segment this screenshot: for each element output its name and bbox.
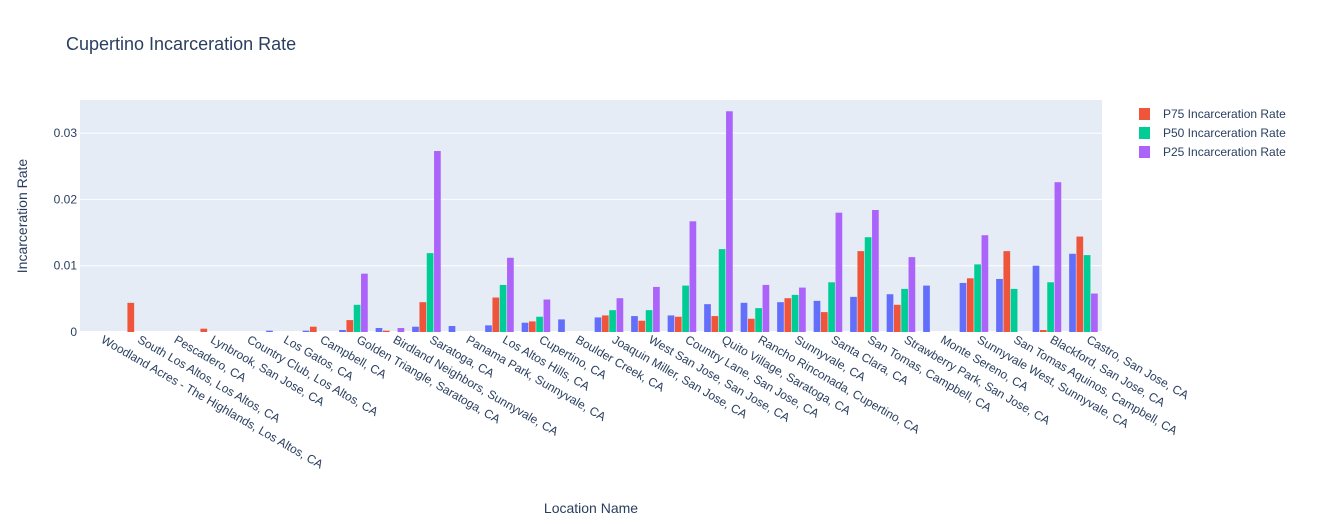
bar[interactable] (1091, 293, 1098, 332)
bar[interactable] (726, 111, 733, 333)
bar[interactable] (704, 304, 711, 332)
bar[interactable] (528, 321, 536, 332)
bar[interactable] (616, 298, 624, 332)
bar[interactable] (448, 326, 456, 332)
y-tick-label: 0 (70, 325, 77, 339)
bar[interactable] (543, 299, 551, 332)
bar[interactable] (653, 286, 660, 332)
y-tick-label: 0.02 (54, 192, 78, 206)
bar[interactable] (1047, 282, 1054, 332)
bar[interactable] (375, 328, 383, 332)
bar[interactable] (791, 294, 799, 332)
plot-area-background (80, 100, 1102, 332)
bar[interactable] (1076, 236, 1084, 332)
bar[interactable] (682, 285, 689, 332)
bar[interactable] (835, 212, 843, 332)
y-tick-label: 0.01 (54, 259, 78, 273)
bar[interactable] (1039, 330, 1047, 332)
bar[interactable] (959, 282, 967, 332)
bar[interactable] (974, 264, 981, 332)
bar[interactable] (419, 302, 427, 332)
bar[interactable] (638, 320, 646, 332)
bar[interactable] (996, 278, 1003, 332)
bar[interactable] (667, 315, 675, 332)
bar[interactable] (499, 284, 507, 332)
bar[interactable] (799, 287, 806, 332)
legend-swatch[interactable] (1139, 127, 1150, 139)
x-axis-ticks: Woodland Acres - The Highlands, Los Alto… (99, 332, 1191, 471)
legend-swatch[interactable] (1139, 146, 1150, 158)
bar[interactable] (747, 318, 755, 332)
legend-item-label[interactable]: P25 Incarceration Rate (1163, 145, 1286, 159)
bar[interactable] (762, 284, 770, 332)
bar[interactable] (1003, 251, 1011, 332)
bar[interactable] (674, 316, 682, 332)
bar[interactable] (492, 297, 500, 332)
bar[interactable] (1054, 182, 1062, 332)
bar[interactable] (601, 315, 609, 332)
bar[interactable] (382, 330, 390, 332)
bar[interactable] (558, 319, 565, 332)
bar[interactable] (200, 328, 208, 332)
bar[interactable] (893, 304, 901, 332)
legend-item-label[interactable]: P75 Incarceration Rate (1163, 107, 1286, 121)
legend: P75 Incarceration Rate P50 Incarceration … (1139, 107, 1286, 159)
legend-swatch[interactable] (1139, 108, 1150, 120)
bar[interactable] (397, 328, 405, 332)
bar[interactable] (521, 322, 529, 332)
bar[interactable] (361, 273, 368, 332)
bar[interactable] (1069, 253, 1076, 332)
grid-lines (80, 132, 1102, 333)
bar[interactable] (127, 302, 135, 332)
bar[interactable] (594, 317, 602, 332)
bar[interactable] (755, 308, 762, 332)
y-axis-ticks: 0 0.01 0.02 0.03 (54, 126, 78, 339)
chart-title: Cupertino Incarceration Rate (66, 34, 296, 54)
bar[interactable] (434, 151, 441, 332)
y-axis-title: Incarceration Rate (14, 159, 30, 274)
bar[interactable] (813, 300, 821, 332)
bar[interactable] (828, 282, 835, 332)
bar[interactable] (784, 298, 792, 332)
bar[interactable] (302, 330, 310, 332)
bar[interactable] (346, 320, 354, 332)
bar[interactable] (536, 316, 543, 332)
bar[interactable] (864, 237, 872, 332)
x-axis-title: Location Name (544, 500, 638, 516)
bar[interactable] (353, 304, 361, 332)
bar[interactable] (872, 210, 879, 332)
bar[interactable] (309, 326, 317, 332)
bar[interactable] (631, 316, 638, 332)
bar[interactable] (857, 251, 865, 332)
bar[interactable] (820, 312, 828, 332)
bar[interactable] (923, 285, 930, 332)
bars (127, 111, 1098, 333)
bar[interactable] (966, 278, 974, 332)
bar[interactable] (609, 310, 616, 332)
bar[interactable] (901, 288, 908, 332)
bar[interactable] (1010, 288, 1018, 332)
bar[interactable] (908, 257, 916, 332)
bar[interactable] (339, 330, 346, 332)
y-tick-label: 0.03 (54, 126, 78, 140)
bar[interactable] (740, 302, 748, 332)
bar[interactable] (412, 326, 419, 332)
bar[interactable] (718, 249, 726, 332)
bar[interactable] (689, 221, 697, 332)
bar[interactable] (485, 325, 492, 332)
bar[interactable] (266, 330, 273, 332)
bar[interactable] (426, 253, 434, 332)
bar[interactable] (711, 316, 719, 332)
bar[interactable] (645, 310, 653, 332)
bar[interactable] (507, 257, 514, 332)
legend-item-label[interactable]: P50 Incarceration Rate (1163, 126, 1286, 140)
bar[interactable] (1083, 255, 1091, 332)
bar[interactable] (777, 302, 784, 332)
bar[interactable] (886, 294, 894, 332)
bar[interactable] (981, 235, 989, 332)
bar[interactable] (1032, 265, 1040, 332)
bar[interactable] (850, 296, 857, 332)
